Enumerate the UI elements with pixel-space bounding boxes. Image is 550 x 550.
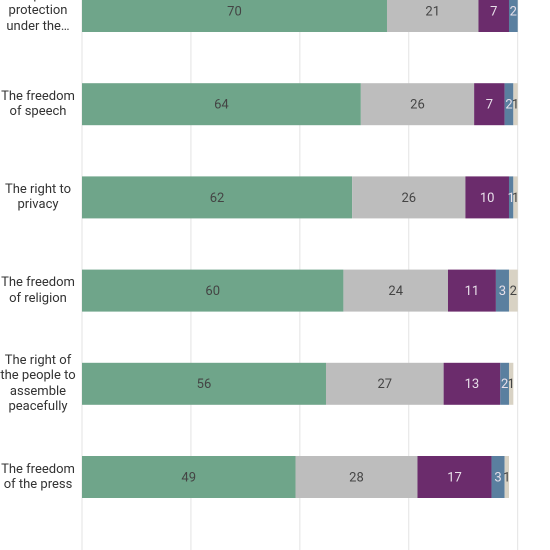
bar-segment bbox=[504, 83, 514, 126]
bar-segment bbox=[325, 362, 444, 405]
value-label: 1 bbox=[512, 191, 519, 206]
value-label: 7 bbox=[490, 4, 497, 19]
value-label: 2 bbox=[505, 98, 512, 113]
bar-segment bbox=[495, 269, 509, 312]
bar-segment bbox=[508, 0, 518, 32]
bar-segment bbox=[447, 269, 496, 312]
category-label: The freedom of the press bbox=[1, 461, 75, 493]
bar-segment bbox=[352, 176, 466, 219]
value-label: 11 bbox=[465, 284, 480, 299]
category-label: The freedom of speech bbox=[1, 88, 75, 120]
bar-segment bbox=[295, 456, 418, 498]
bar-segment bbox=[474, 83, 505, 126]
value-label: 17 bbox=[447, 470, 462, 485]
value-label: 21 bbox=[425, 4, 440, 19]
value-label: 3 bbox=[494, 470, 501, 485]
value-label: 2 bbox=[510, 4, 517, 19]
value-label: 13 bbox=[465, 377, 480, 392]
value-label: 70 bbox=[227, 4, 242, 19]
bar-segment bbox=[82, 362, 326, 405]
bar-segment bbox=[478, 0, 509, 32]
bar-segment bbox=[465, 176, 509, 219]
value-label: 27 bbox=[377, 377, 392, 392]
bar-segment bbox=[491, 456, 505, 498]
value-label: 2 bbox=[501, 377, 508, 392]
bar-segment bbox=[508, 176, 514, 219]
bar-segment bbox=[443, 362, 501, 405]
bar-segment bbox=[417, 456, 492, 498]
bar-segment bbox=[343, 269, 448, 312]
bar-segment bbox=[513, 83, 518, 126]
value-label: 1 bbox=[503, 470, 510, 485]
value-label: 1 bbox=[508, 377, 515, 392]
value-label: 7 bbox=[486, 98, 493, 113]
bar-segment bbox=[508, 269, 518, 312]
value-label: 60 bbox=[205, 284, 220, 299]
value-label: 1 bbox=[508, 191, 515, 206]
value-label: 64 bbox=[214, 98, 229, 113]
value-label: 28 bbox=[349, 470, 364, 485]
bar-segment bbox=[508, 362, 514, 405]
value-label: 49 bbox=[181, 470, 196, 485]
value-label: 26 bbox=[410, 98, 425, 113]
value-label: 26 bbox=[401, 191, 416, 206]
category-label: The right of the people to assemble peac… bbox=[0, 352, 76, 415]
category-label: The right to privacy bbox=[4, 181, 72, 213]
value-label: 24 bbox=[388, 284, 403, 299]
bar-segment bbox=[82, 0, 387, 32]
bar-segment bbox=[82, 176, 353, 219]
bar-segment bbox=[82, 269, 344, 312]
category-label: The freedom of religion bbox=[1, 275, 75, 306]
category-label: equal protection under the… bbox=[6, 0, 70, 34]
bar-segment bbox=[500, 362, 509, 405]
value-label: 62 bbox=[210, 191, 225, 206]
value-label: 2 bbox=[510, 284, 517, 299]
value-label: 3 bbox=[499, 284, 506, 299]
bar-segment bbox=[82, 83, 361, 126]
bar-segment bbox=[360, 83, 475, 126]
bar-segment bbox=[82, 456, 296, 498]
value-label: 10 bbox=[480, 191, 495, 206]
value-label: 1 bbox=[512, 98, 519, 113]
value-label: 56 bbox=[197, 377, 212, 392]
bar-segment bbox=[386, 0, 479, 32]
bar-segment bbox=[513, 176, 518, 219]
bar-segment bbox=[504, 456, 509, 498]
